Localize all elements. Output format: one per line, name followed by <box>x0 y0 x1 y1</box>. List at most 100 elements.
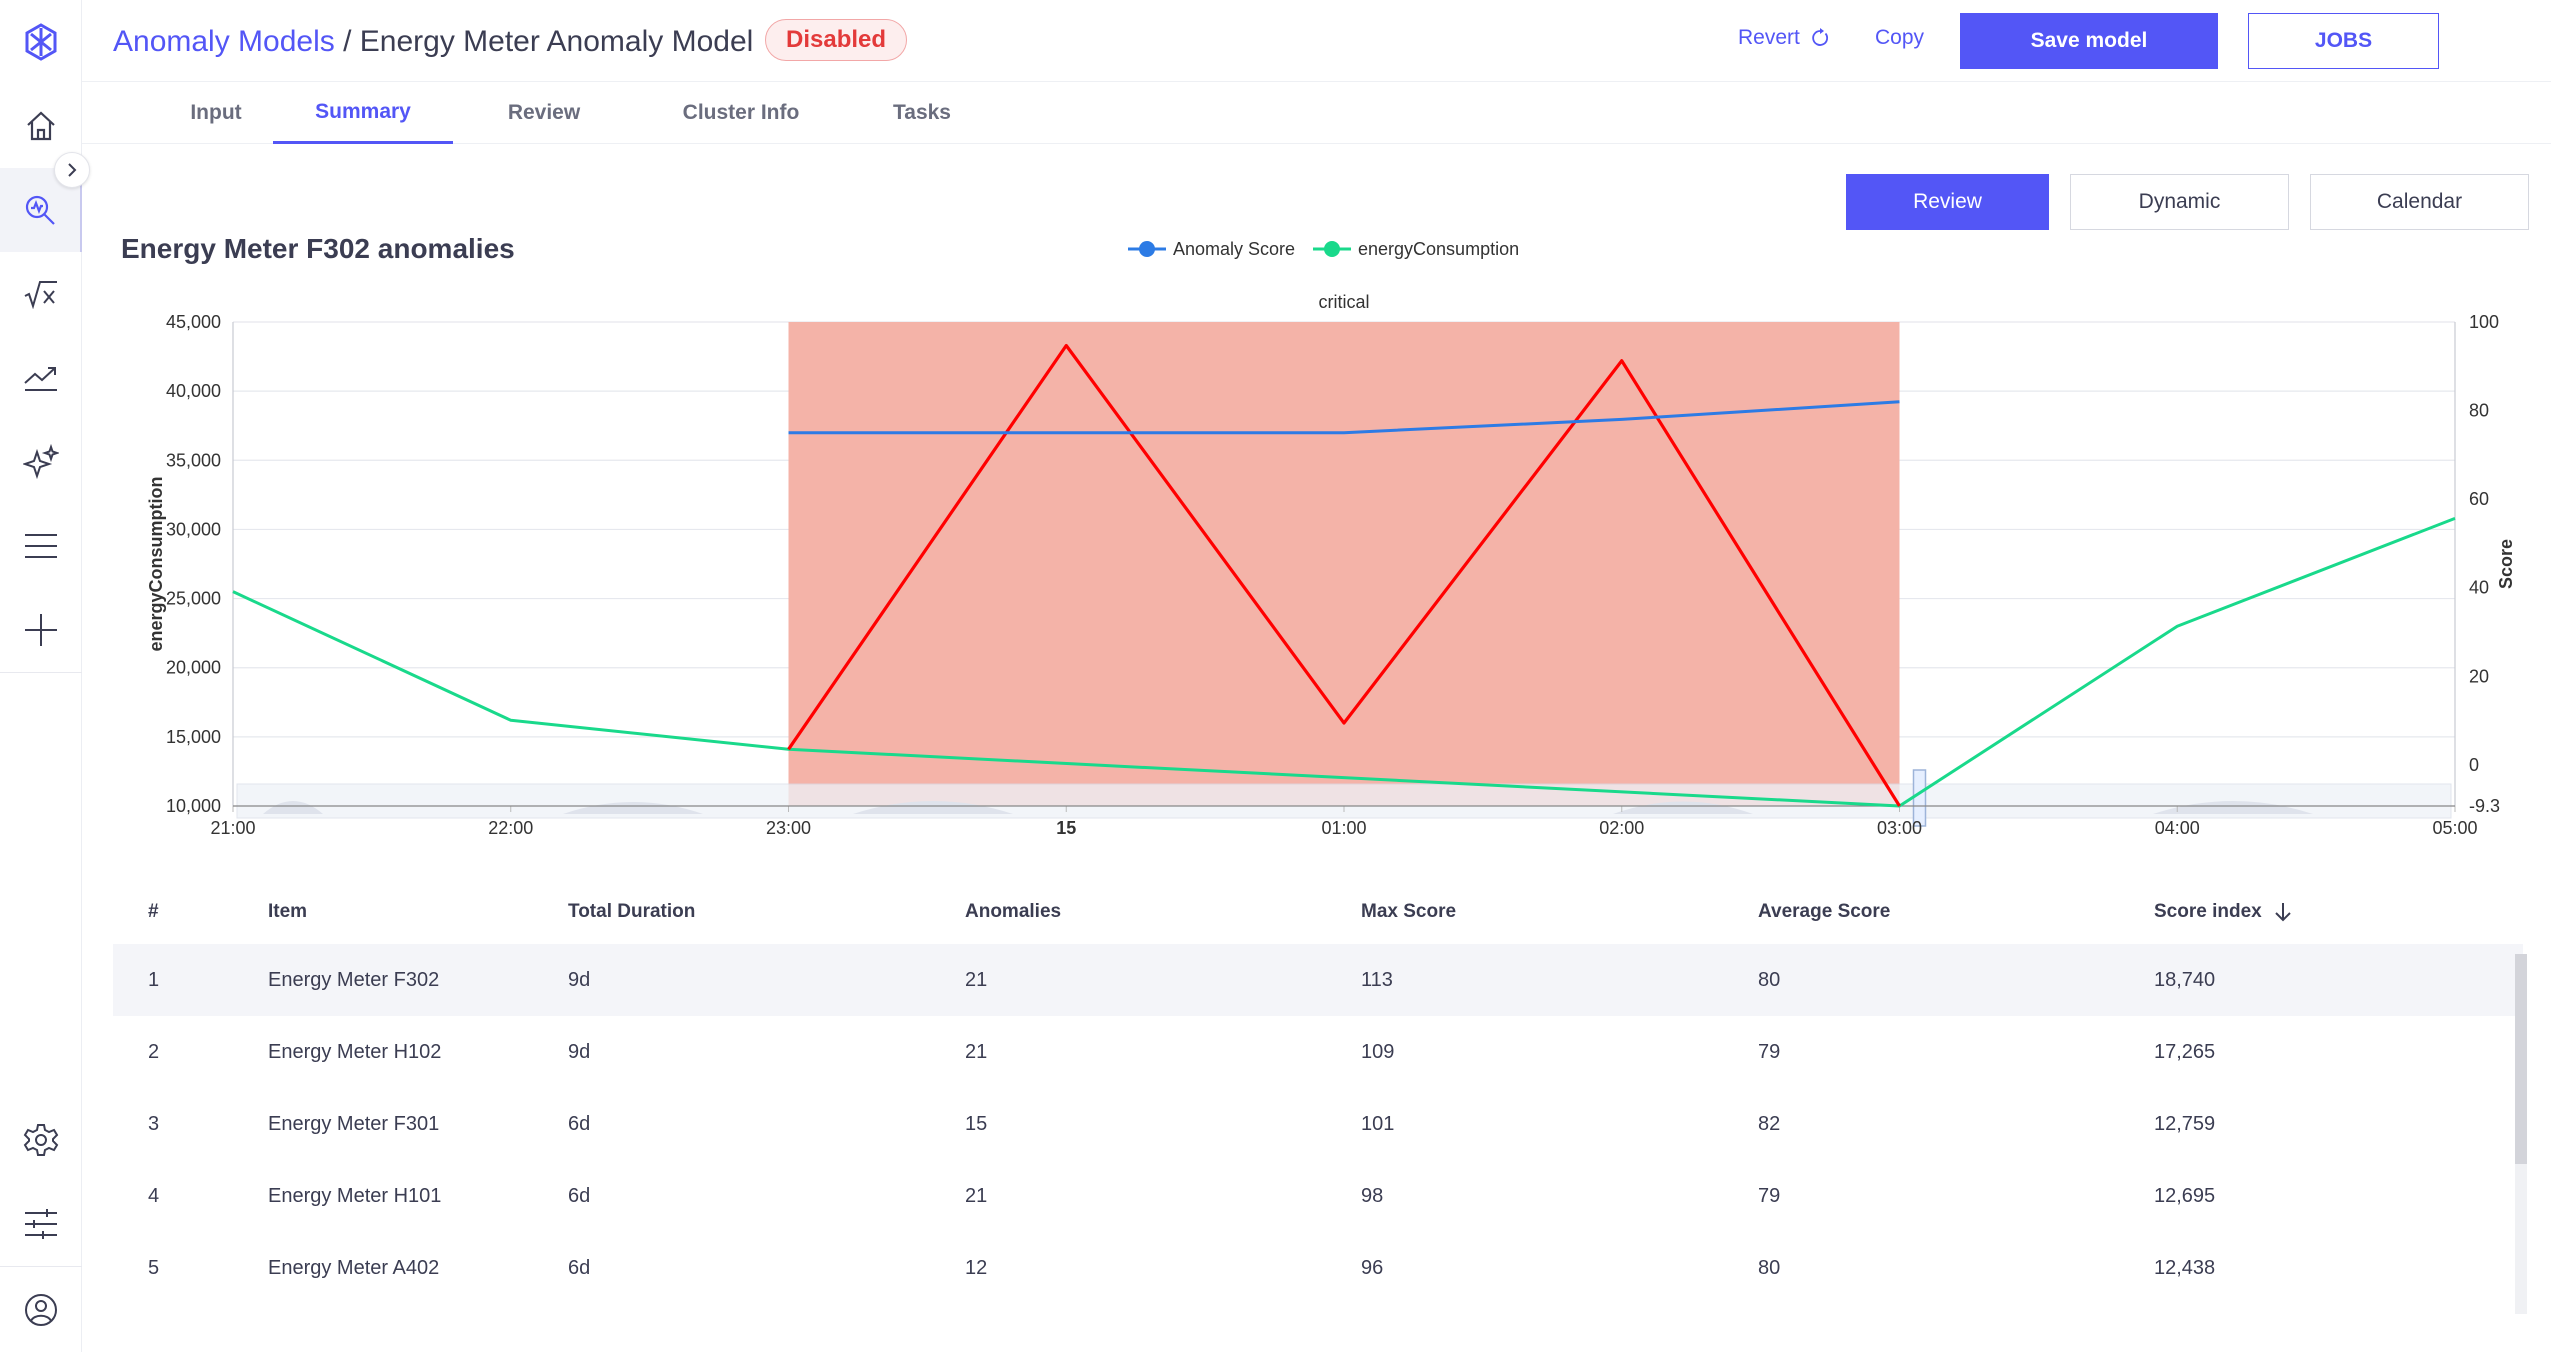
gear-icon[interactable] <box>0 1098 82 1182</box>
col-header-total-duration[interactable]: Total Duration <box>568 901 696 922</box>
row-average-score: 80 <box>1758 968 1781 991</box>
row-max-score: 109 <box>1361 1040 1395 1063</box>
y-tick-label: 20,000 <box>166 658 221 678</box>
table-row[interactable]: 3 Energy Meter F301 6d 15 101 82 12,759 <box>113 1088 2523 1160</box>
y2-tick-label: -9.3 <box>2469 796 2500 816</box>
menu-icon[interactable] <box>0 504 82 588</box>
revert-button[interactable]: Revert <box>1738 26 1830 50</box>
breadcrumb: Anomaly Models / Energy Meter Anomaly Mo… <box>113 22 753 62</box>
view-dynamic-button[interactable]: Dynamic <box>2070 174 2289 230</box>
row-score-index: 12,695 <box>2154 1184 2216 1207</box>
table-header: # Item Total Duration Anomalies Max Scor… <box>113 880 2523 944</box>
tab-input[interactable]: Input <box>190 101 242 124</box>
row-score-index: 12,759 <box>2154 1112 2216 1135</box>
sidebar-expand-chevron-icon[interactable] <box>54 152 90 188</box>
table-scrollbar-thumb[interactable] <box>2515 954 2527 1164</box>
jobs-button[interactable]: JOBS <box>2248 13 2439 69</box>
save-model-button[interactable]: Save model <box>1960 13 2218 69</box>
row-max-score: 113 <box>1361 968 1393 991</box>
logo-icon[interactable] <box>0 0 82 84</box>
table-row[interactable]: 2 Energy Meter H102 9d 21 109 79 17,265 <box>113 1016 2523 1088</box>
row-index: 4 <box>148 1184 160 1207</box>
breadcrumb-parent-link[interactable]: Anomaly Models <box>113 25 335 58</box>
series-line-anomaly-score <box>788 400 1900 435</box>
y-tick-label: 40,000 <box>166 381 221 401</box>
row-average-score: 79 <box>1758 1040 1781 1063</box>
tab-tasks[interactable]: Tasks <box>893 101 951 124</box>
row-max-score: 101 <box>1361 1112 1395 1135</box>
row-max-score: 98 <box>1361 1184 1384 1207</box>
y2-tick-label: 20 <box>2469 666 2489 686</box>
col-header-score-index-label: Score index <box>2154 901 2262 922</box>
copy-button[interactable]: Copy <box>1875 26 1924 50</box>
row-anomalies: 12 <box>965 1256 988 1279</box>
legend-label: energyConsumption <box>1358 239 1519 259</box>
row-total-duration: 6d <box>568 1112 591 1135</box>
row-average-score: 80 <box>1758 1256 1781 1279</box>
band-label: critical <box>1318 292 1369 312</box>
breadcrumb-separator: / <box>334 25 360 58</box>
plus-icon[interactable] <box>0 588 82 672</box>
sqrt-icon[interactable] <box>0 252 82 336</box>
tab-bar: Input Summary Review Cluster Info Tasks <box>82 82 2551 144</box>
x-tick-label: 01:00 <box>1321 818 1366 838</box>
sort-down-arrow-icon <box>2275 903 2291 922</box>
legend-marker <box>1139 241 1155 257</box>
copy-label: Copy <box>1875 26 1925 49</box>
legend-marker <box>1324 241 1340 257</box>
y-tick-label: 30,000 <box>166 519 221 539</box>
user-icon[interactable] <box>0 1268 82 1352</box>
y-tick-label: 35,000 <box>166 450 221 470</box>
row-average-score: 82 <box>1758 1112 1781 1135</box>
row-total-duration: 6d <box>568 1256 591 1279</box>
col-header-score-index[interactable]: Score index <box>2154 880 2292 944</box>
y-tick-label: 15,000 <box>166 727 221 747</box>
tab-summary[interactable]: Summary <box>273 82 453 144</box>
table-row[interactable]: 4 Energy Meter H101 6d 21 98 79 12,695 <box>113 1160 2523 1232</box>
row-item: Energy Meter F302 <box>268 968 440 991</box>
col-header-item[interactable]: Item <box>268 901 308 922</box>
legend-label: Anomaly Score <box>1173 239 1295 259</box>
table-row[interactable]: 5 Energy Meter A402 6d 12 96 80 12,438 <box>113 1232 2523 1304</box>
x-tick-label: 03:00 <box>1877 818 1922 838</box>
sidebar <box>0 0 90 1352</box>
anomaly-table: # Item Total Duration Anomalies Max Scor… <box>113 880 2523 1279</box>
row-score-index: 18,740 <box>2154 968 2216 991</box>
view-calendar-button[interactable]: Calendar <box>2310 174 2529 230</box>
row-index: 5 <box>148 1256 160 1279</box>
row-total-duration: 9d <box>568 1040 591 1063</box>
row-score-index: 12,438 <box>2154 1256 2216 1279</box>
row-item: Energy Meter A402 <box>268 1256 440 1279</box>
revert-label: Revert <box>1738 26 1800 49</box>
anomaly-band-critical <box>788 322 1900 806</box>
series-line-anomaly-segment <box>787 343 1901 807</box>
col-header-anomalies[interactable]: Anomalies <box>965 901 1062 922</box>
x-tick-label: 02:00 <box>1599 818 1644 838</box>
col-header-average-score[interactable]: Average Score <box>1758 901 1891 922</box>
row-max-score: 96 <box>1361 1256 1384 1279</box>
series-line-energyconsumption <box>232 516 2456 808</box>
y-tick-label: 10,000 <box>166 796 221 816</box>
chart-title: Energy Meter F302 anomalies <box>121 233 515 264</box>
y2-tick-label: 100 <box>2469 312 2499 332</box>
view-review-button[interactable]: Review <box>1846 174 2049 230</box>
y2-tick-label: 60 <box>2469 489 2489 509</box>
sliders-icon[interactable] <box>0 1182 82 1266</box>
sparkle-icon[interactable] <box>0 420 82 504</box>
status-badge: Disabled <box>765 19 908 61</box>
header: Anomaly Models / Energy Meter Anomaly Mo… <box>82 0 2551 82</box>
y2-axis-label: Score <box>2496 539 2516 589</box>
revert-icon <box>1812 28 1828 46</box>
tab-cluster-info[interactable]: Cluster Info <box>682 101 800 124</box>
x-tick-label: 05:00 <box>2432 818 2477 838</box>
trend-icon[interactable] <box>0 336 82 420</box>
col-header-max-score[interactable]: Max Score <box>1361 901 1457 922</box>
row-index: 3 <box>148 1112 160 1135</box>
tab-review[interactable]: Review <box>507 101 581 124</box>
row-anomalies: 21 <box>965 968 988 991</box>
table-row[interactable]: 1 Energy Meter F302 9d 21 113 80 18,740 <box>113 944 2523 1016</box>
home-icon[interactable] <box>0 84 82 168</box>
y2-tick-label: 40 <box>2469 578 2489 598</box>
page-title: Energy Meter Anomaly Model <box>359 25 754 58</box>
y-tick-label: 25,000 <box>166 589 221 609</box>
